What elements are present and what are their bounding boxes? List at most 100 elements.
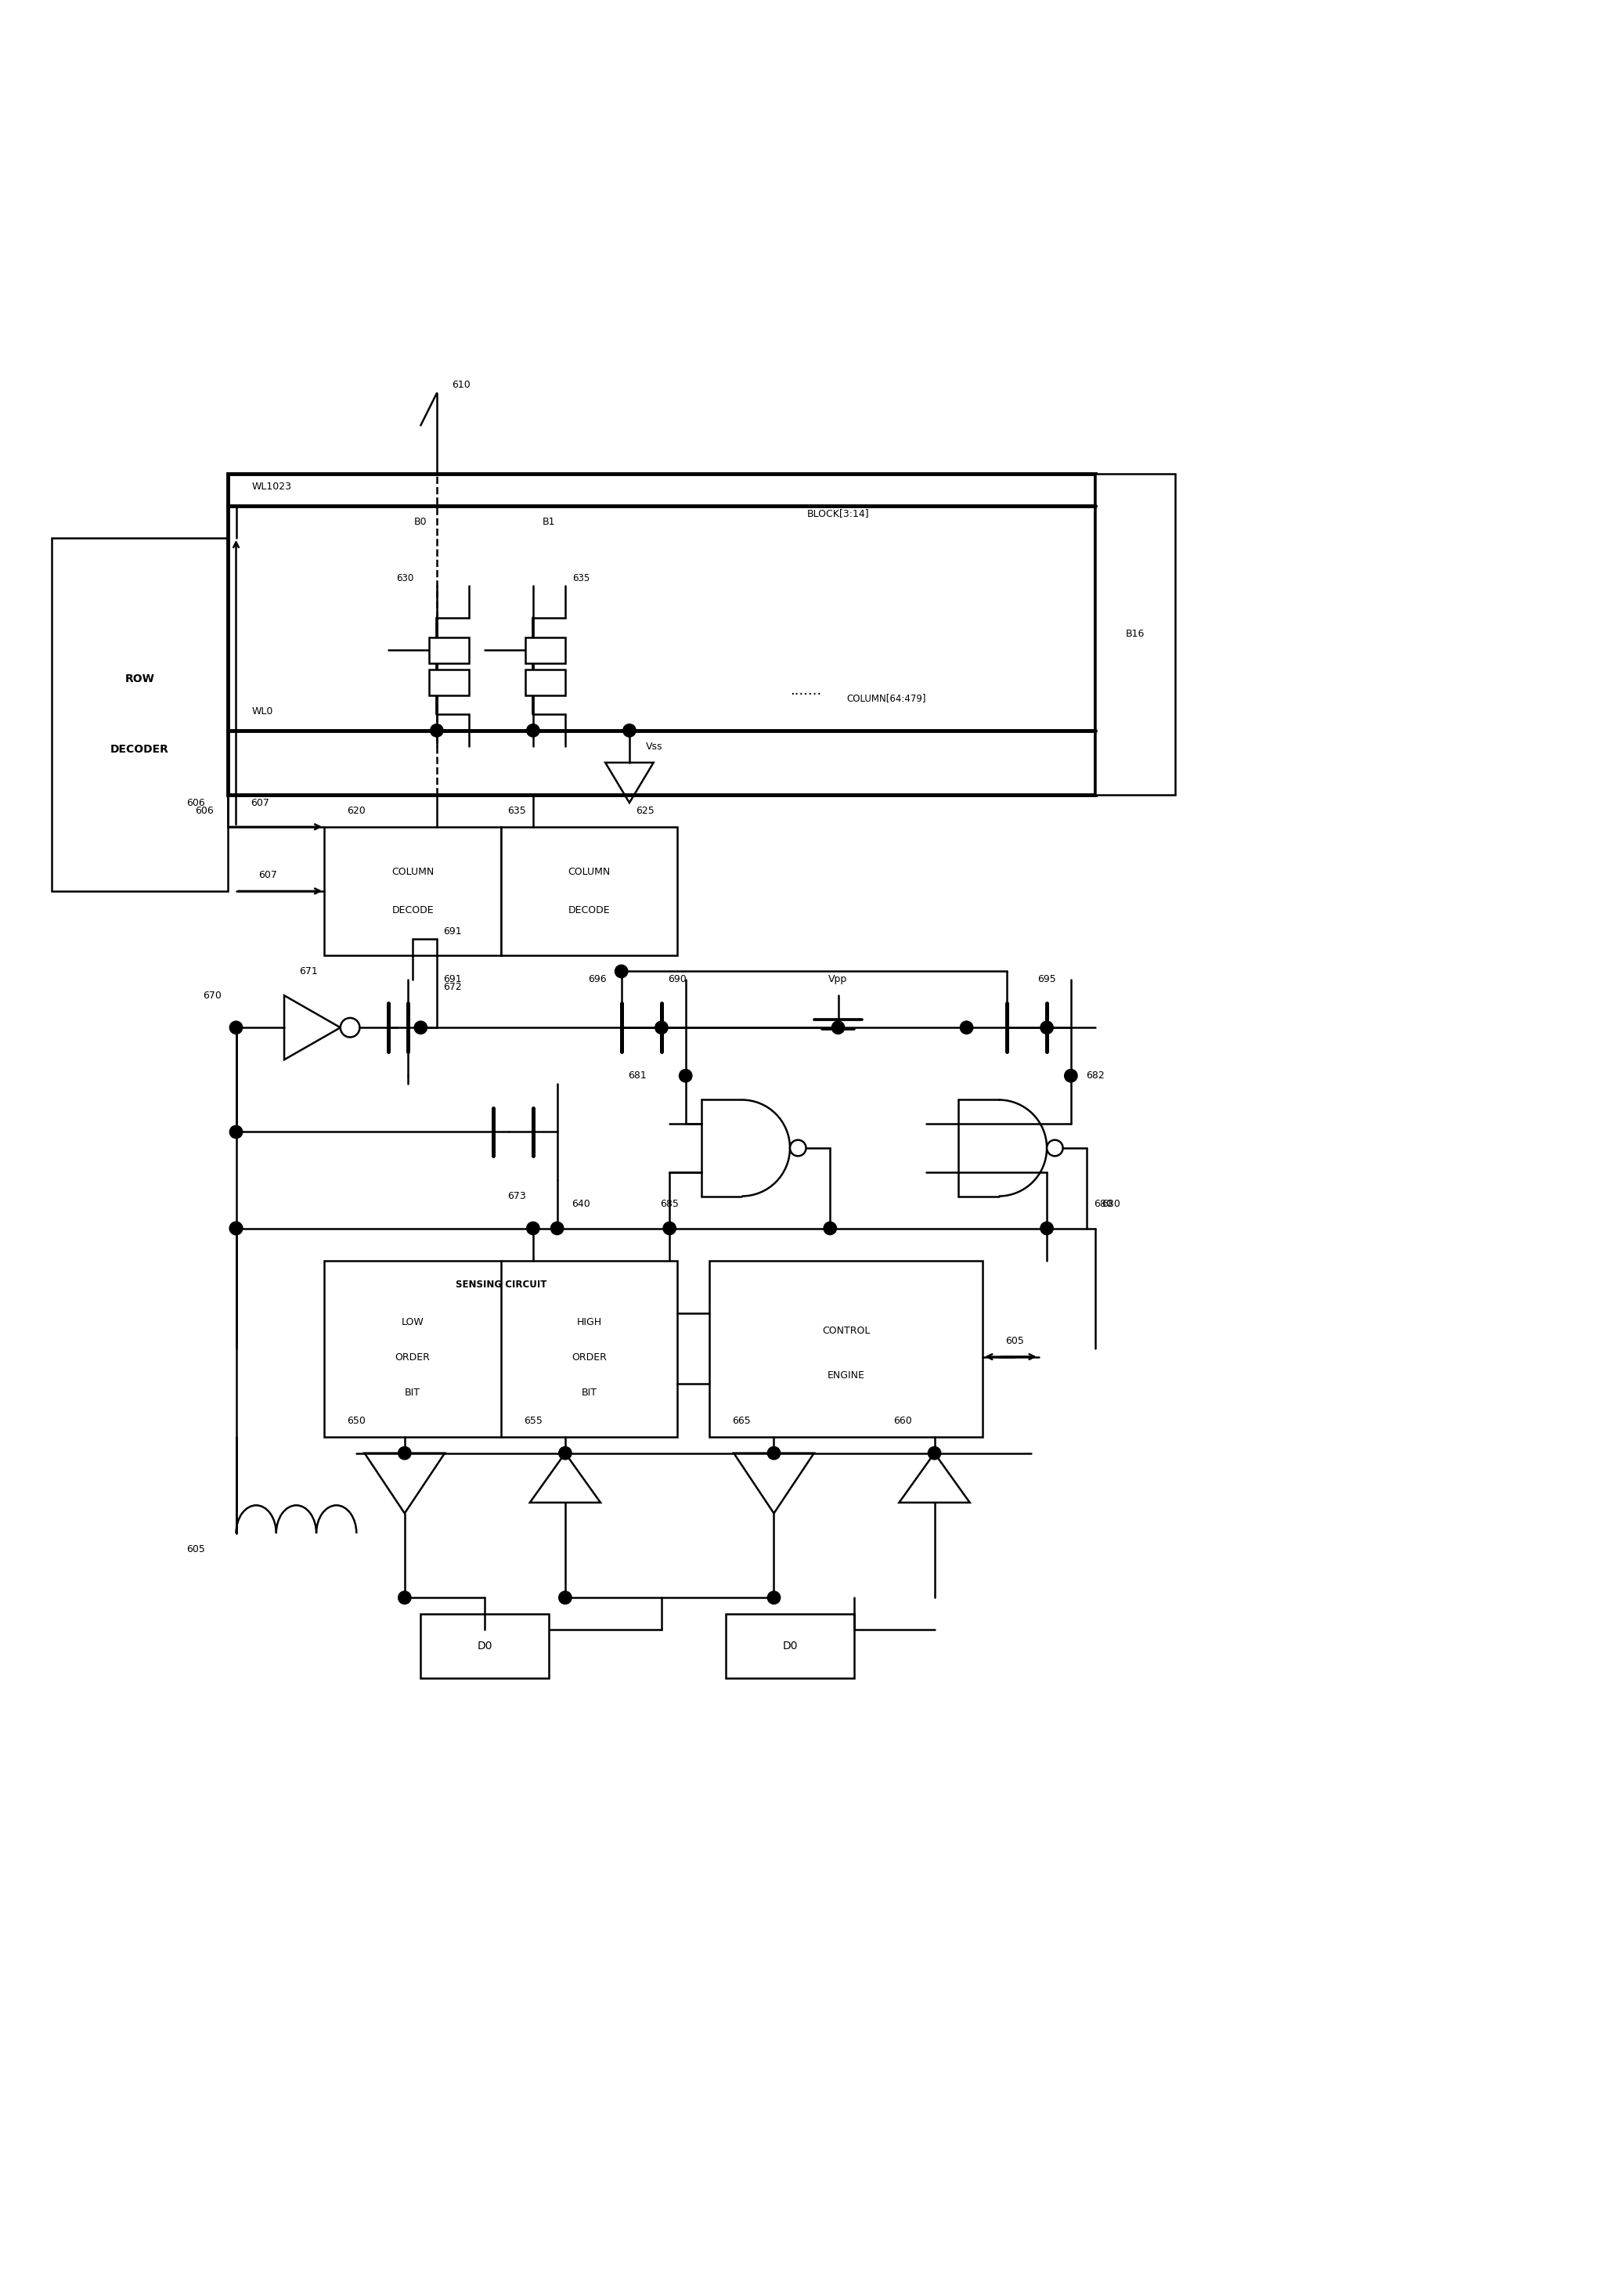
Bar [227,473,1095,794]
Circle shape [767,1446,780,1460]
Text: CONTROL: CONTROL [822,1327,870,1336]
Text: 681: 681 [629,1070,646,1081]
Text: 673: 673 [508,1192,526,1201]
Text: HIGH: HIGH [577,1318,601,1327]
Text: 696: 696 [588,974,606,985]
Circle shape [229,1221,242,1235]
Circle shape [430,723,443,737]
Text: WL0: WL0 [251,707,274,716]
Circle shape [654,1022,667,1033]
Bar [52,537,227,891]
Text: ORDER: ORDER [395,1352,430,1362]
Circle shape [414,1022,427,1033]
Circle shape [767,1591,780,1605]
Text: 610: 610 [451,381,471,390]
Text: 682: 682 [1086,1070,1104,1081]
Text: ROW: ROW [124,673,155,684]
Text: 690: 690 [669,974,687,985]
Circle shape [961,1022,974,1033]
Circle shape [398,1446,411,1460]
Circle shape [340,1017,359,1038]
Text: 670: 670 [203,990,221,1001]
Bar [526,670,566,696]
Bar [429,638,469,664]
Text: 695: 695 [1038,974,1056,985]
Bar [429,670,469,696]
Text: 680: 680 [1101,1199,1120,1210]
Text: 660: 660 [893,1417,912,1426]
Text: .......: ....... [790,684,822,698]
Text: B16: B16 [1125,629,1145,638]
Circle shape [1046,1141,1062,1155]
Text: BIT: BIT [582,1387,596,1398]
Text: BLOCK[3:14]: BLOCK[3:14] [808,510,869,519]
Circle shape [832,1022,845,1033]
Circle shape [1040,1221,1053,1235]
Circle shape [559,1591,572,1605]
Text: 691: 691 [443,974,463,985]
Text: D0: D0 [477,1639,493,1651]
Text: 625: 625 [637,806,654,815]
Text: 635: 635 [572,572,590,583]
Circle shape [551,1221,564,1235]
Bar [324,827,501,955]
Bar [1095,473,1175,794]
Text: 606: 606 [187,797,205,808]
Circle shape [229,1022,242,1033]
Text: 680: 680 [1093,1199,1112,1210]
Text: 607: 607 [260,870,277,879]
Text: DECODE: DECODE [569,905,611,916]
Text: COLUMN: COLUMN [567,866,611,877]
Text: 635: 635 [508,806,526,815]
Text: 620: 620 [347,806,366,815]
Text: LOW: LOW [401,1318,424,1327]
Circle shape [929,1446,941,1460]
Circle shape [527,1221,540,1235]
Circle shape [790,1141,806,1155]
Text: 630: 630 [397,572,413,583]
Bar [421,1614,550,1678]
Bar [501,827,677,955]
Bar [709,1261,983,1437]
Text: 605: 605 [1006,1336,1024,1345]
Circle shape [229,1221,242,1235]
Text: 607: 607 [251,797,269,808]
Text: 691: 691 [443,925,463,937]
Text: B0: B0 [414,517,427,526]
Circle shape [622,723,635,737]
Text: COLUMN: COLUMN [392,866,434,877]
Circle shape [663,1221,675,1235]
Text: COLUMN[64:479]: COLUMN[64:479] [846,693,925,703]
Text: Vpp: Vpp [829,974,848,985]
Circle shape [527,723,540,737]
Circle shape [559,1446,572,1460]
Text: 650: 650 [347,1417,366,1426]
Text: 672: 672 [443,983,463,992]
Text: DECODER: DECODER [110,744,169,755]
Text: D0: D0 [782,1639,798,1651]
Text: 655: 655 [524,1417,542,1426]
Circle shape [824,1221,837,1235]
Text: SENSING CIRCUIT: SENSING CIRCUIT [456,1279,546,1290]
Text: 640: 640 [572,1199,590,1210]
Circle shape [229,1125,242,1139]
Text: 605: 605 [187,1545,205,1554]
Circle shape [1064,1070,1077,1081]
Text: B1: B1 [543,517,556,526]
Bar [324,1261,677,1437]
Text: 685: 685 [661,1199,679,1210]
Text: 671: 671 [298,967,318,976]
Text: 665: 665 [732,1417,751,1426]
Text: ORDER: ORDER [572,1352,606,1362]
Text: 606: 606 [195,806,213,815]
Circle shape [1040,1022,1053,1033]
Text: BIT: BIT [405,1387,421,1398]
Text: ENGINE: ENGINE [827,1371,866,1380]
Text: Vss: Vss [645,742,663,751]
Circle shape [614,964,627,978]
Bar [526,638,566,664]
Circle shape [679,1070,692,1081]
Bar [725,1614,854,1678]
Circle shape [398,1591,411,1605]
Text: DECODE: DECODE [392,905,434,916]
